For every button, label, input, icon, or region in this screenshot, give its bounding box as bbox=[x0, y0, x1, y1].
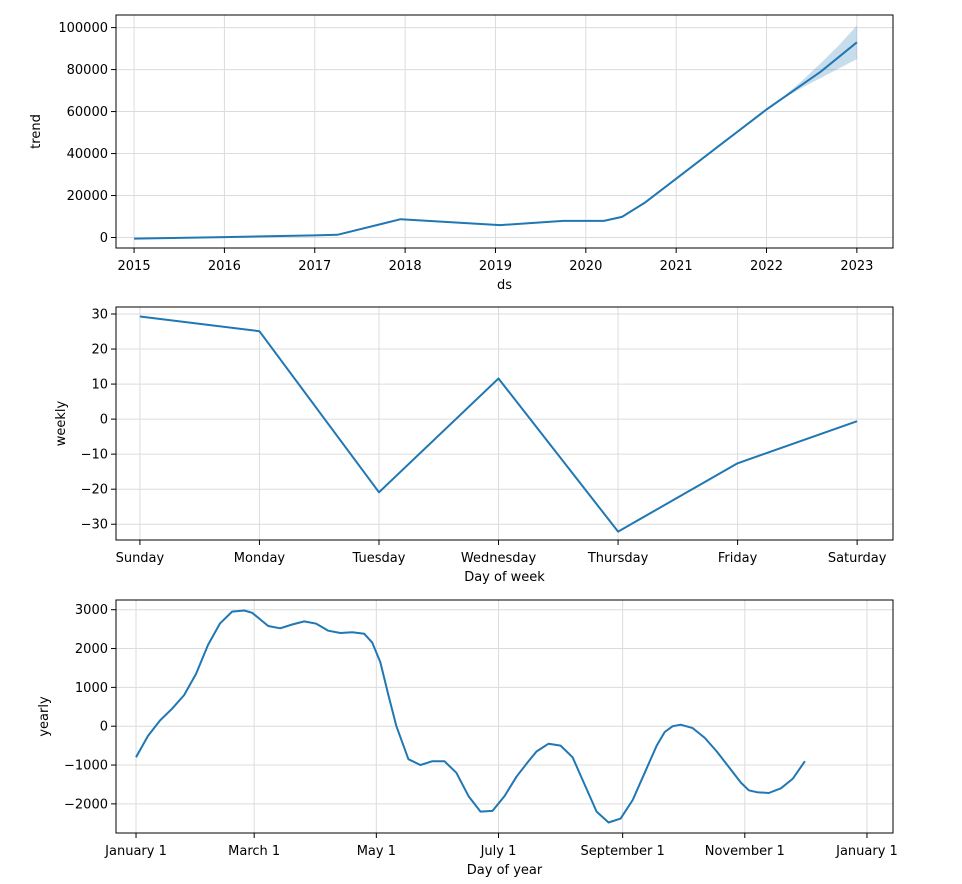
x-tick-label: 2016 bbox=[208, 259, 241, 274]
x-axis-title: Day of week bbox=[464, 570, 545, 585]
x-tick-label: 2020 bbox=[569, 259, 602, 274]
y-axis-title: yearly bbox=[37, 696, 52, 737]
y-tick-label: 0 bbox=[100, 720, 108, 735]
plot-frame bbox=[115, 599, 894, 834]
y-tick-label: −2000 bbox=[64, 797, 108, 812]
yearly-line bbox=[135, 609, 806, 824]
y-tick-label: 1000 bbox=[75, 681, 108, 696]
x-tick-label: Tuesday bbox=[352, 551, 406, 566]
trend-uncertainty-band bbox=[766, 25, 857, 110]
x-tick-label: 2018 bbox=[389, 259, 422, 274]
yearly-panel: January 1 March 1 May 1 July 1 September 1 No… bbox=[37, 599, 898, 878]
x-tick-label: January 1 bbox=[835, 844, 898, 859]
trend-panel: 2015 2016 2017 2018 2019 2020 2021 2022 2023 0 200… bbox=[29, 14, 894, 293]
y-tick-label: 0 bbox=[100, 413, 108, 428]
x-tick-label: 2015 bbox=[118, 259, 151, 274]
y-axis-title: trend bbox=[29, 114, 44, 149]
y-tick-label: 20000 bbox=[67, 189, 108, 204]
y-tick-label: 100000 bbox=[58, 21, 108, 36]
y-tick-label: 2000 bbox=[75, 642, 108, 657]
x-tick-label: November 1 bbox=[705, 844, 785, 859]
weekly-panel: Sunday Monday Tuesday Wednesday Thursday Frid… bbox=[54, 306, 894, 585]
x-tick-label: Friday bbox=[718, 551, 758, 566]
x-tick-label: January 1 bbox=[104, 844, 167, 859]
y-tick-label: 3000 bbox=[75, 603, 108, 618]
x-tick-label: Monday bbox=[234, 551, 286, 566]
x-tick-label: Wednesday bbox=[461, 551, 537, 566]
trend-line bbox=[134, 41, 858, 240]
x-tick-label: March 1 bbox=[228, 844, 280, 859]
y-tick-label: −10 bbox=[81, 448, 108, 463]
x-tick-label: 2022 bbox=[750, 259, 783, 274]
x-axis-title: Day of year bbox=[467, 863, 543, 878]
y-axis-title: weekly bbox=[54, 400, 69, 446]
x-tick-label: Saturday bbox=[828, 551, 887, 566]
x-tick-label: 2017 bbox=[298, 259, 331, 274]
y-tick-label: −1000 bbox=[64, 759, 108, 774]
x-axis-title: ds bbox=[497, 278, 512, 293]
y-tick-label: 10 bbox=[91, 378, 108, 393]
y-tick-label: 80000 bbox=[67, 63, 108, 78]
y-tick-label: 20 bbox=[91, 343, 108, 358]
y-tick-label: 40000 bbox=[67, 147, 108, 162]
y-tick-label: 0 bbox=[100, 231, 108, 246]
x-tick-label: 2021 bbox=[660, 259, 693, 274]
y-tick-label: −30 bbox=[81, 518, 108, 533]
x-tick-label: 2023 bbox=[840, 259, 873, 274]
x-tick-label: Sunday bbox=[116, 551, 165, 566]
x-tick-label: 2019 bbox=[479, 259, 512, 274]
x-tick-label: September 1 bbox=[581, 844, 665, 859]
weekly-line bbox=[139, 315, 858, 533]
x-tick-label: Thursday bbox=[587, 551, 649, 566]
y-tick-label: 30 bbox=[91, 308, 108, 323]
x-tick-label: July 1 bbox=[480, 844, 517, 859]
y-tick-label: −20 bbox=[81, 483, 108, 498]
y-tick-label: 60000 bbox=[67, 105, 108, 120]
plot-frame bbox=[115, 306, 894, 541]
x-tick-label: May 1 bbox=[357, 844, 396, 859]
plot-frame bbox=[115, 14, 894, 249]
